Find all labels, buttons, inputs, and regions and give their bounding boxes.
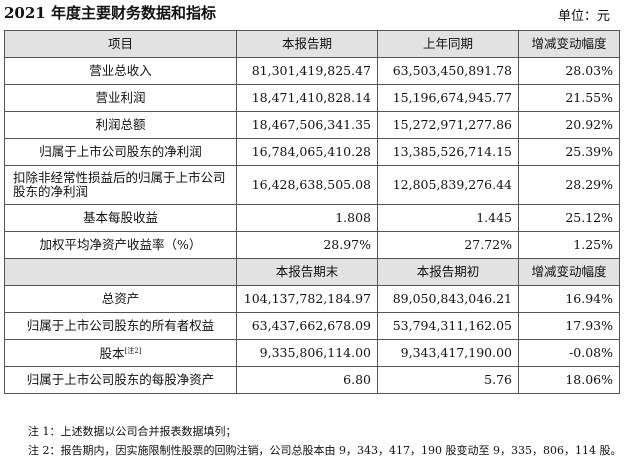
change-value: 28.29% [518, 165, 620, 205]
current-value: 1.808 [236, 204, 378, 232]
table-row: 股本[注2] 9,335,806,114.00 9,343,417,190.00… [4, 339, 620, 367]
prior-value: 5.76 [377, 366, 519, 394]
change-value: 20.92% [518, 111, 620, 139]
row-label: 基本每股收益 [4, 204, 237, 232]
current-value: 18,467,506,341.35 [236, 111, 378, 139]
table-row: 利润总额 18,467,506,341.35 15,272,971,277.86… [4, 111, 620, 139]
header-cell: 本报告期 [236, 30, 378, 58]
header-cell: 本报告期末 [236, 258, 378, 286]
row-label: 总资产 [4, 285, 237, 313]
current-value: 16,428,638,505.08 [236, 165, 378, 205]
header-cell: 增减变动幅度 [518, 30, 620, 58]
header-cell: 增减变动幅度 [518, 258, 620, 286]
change-value: 16.94% [518, 285, 620, 313]
report-title: 2021 年度主要财务数据和指标 [4, 4, 216, 22]
change-value: -0.08% [518, 339, 620, 367]
change-value: 1.25% [518, 231, 620, 259]
prior-value: 15,272,971,277.86 [377, 111, 519, 139]
header-cell: 上年同期 [377, 30, 519, 58]
prior-value: 53,794,311,162.05 [377, 312, 519, 340]
change-value: 28.03% [518, 57, 620, 85]
table-row: 归属于上市公司股东的净利润 16,784,065,410.28 13,385,5… [4, 138, 620, 166]
row-label: 营业总收入 [4, 57, 237, 85]
header-cell [4, 258, 237, 286]
current-value: 18,471,410,828.14 [236, 84, 378, 112]
table-row: 总资产 104,137,782,184.97 89,050,843,046.21… [4, 285, 620, 313]
change-value: 25.12% [518, 204, 620, 232]
row-label: 归属于上市公司股东的净利润 [4, 138, 237, 166]
prior-value: 27.72% [377, 231, 519, 259]
prior-value: 1.445 [377, 204, 519, 232]
change-value: 25.39% [518, 138, 620, 166]
current-value: 28.97% [236, 231, 378, 259]
table-row: 基本每股收益 1.808 1.445 25.12% [4, 204, 620, 232]
change-value: 17.93% [518, 312, 620, 340]
prior-value: 63,503,450,891.78 [377, 57, 519, 85]
table-row: 扣除非经常性损益后的归属于上市公司股东的净利润 16,428,638,505.0… [4, 165, 620, 205]
row-label: 营业利润 [4, 84, 237, 112]
financial-table: 项目 本报告期 上年同期 增减变动幅度 营业总收入 81,301,419,825… [4, 30, 620, 394]
current-value: 6.80 [236, 366, 378, 394]
footnote-1: 注 1：上述数据以公司合并报表数据填列； [28, 425, 237, 438]
prior-value: 15,196,674,945.77 [377, 84, 519, 112]
table-row: 营业总收入 81,301,419,825.47 63,503,450,891.7… [4, 57, 620, 85]
row-label-with-note: 股本[注2] [4, 339, 237, 367]
table-row: 归属于上市公司股东的每股净资产 6.80 5.76 18.06% [4, 366, 620, 394]
current-value: 81,301,419,825.47 [236, 57, 378, 85]
unit-label: 单位：元 [557, 9, 610, 24]
current-value: 104,137,782,184.97 [236, 285, 378, 313]
current-value: 16,784,065,410.28 [236, 138, 378, 166]
row-label: 利润总额 [4, 111, 237, 139]
header-cell: 本报告期初 [377, 258, 519, 286]
footnote-2: 注 2：报告期内，因实施限制性股票的回购注销，公司总股本由 9，343，417，… [28, 444, 622, 457]
table-row: 加权平均净资产收益率（%） 28.97% 27.72% 1.25% [4, 231, 620, 259]
prior-value: 12,805,839,276.44 [377, 165, 519, 205]
row-label: 加权平均净资产收益率（%） [4, 231, 237, 259]
row-label: 归属于上市公司股东的每股净资产 [4, 366, 237, 394]
table-subheader-row: 本报告期末 本报告期初 增减变动幅度 [4, 258, 620, 286]
table-header-row: 项目 本报告期 上年同期 增减变动幅度 [4, 30, 620, 58]
current-value: 9,335,806,114.00 [236, 339, 378, 367]
row-label: 归属于上市公司股东的所有者权益 [4, 312, 237, 340]
prior-value: 9,343,417,190.00 [377, 339, 519, 367]
row-label: 扣除非经常性损益后的归属于上市公司股东的净利润 [4, 165, 237, 205]
change-value: 21.55% [518, 84, 620, 112]
prior-value: 13,385,526,714.15 [377, 138, 519, 166]
header-cell: 项目 [4, 30, 237, 58]
prior-value: 89,050,843,046.21 [377, 285, 519, 313]
table-row: 营业利润 18,471,410,828.14 15,196,674,945.77… [4, 84, 620, 112]
change-value: 18.06% [518, 366, 620, 394]
table-row: 归属于上市公司股东的所有者权益 63,437,662,678.09 53,794… [4, 312, 620, 340]
note-ref: [注2] [124, 347, 142, 356]
row-label: 股本 [99, 346, 125, 362]
current-value: 63,437,662,678.09 [236, 312, 378, 340]
